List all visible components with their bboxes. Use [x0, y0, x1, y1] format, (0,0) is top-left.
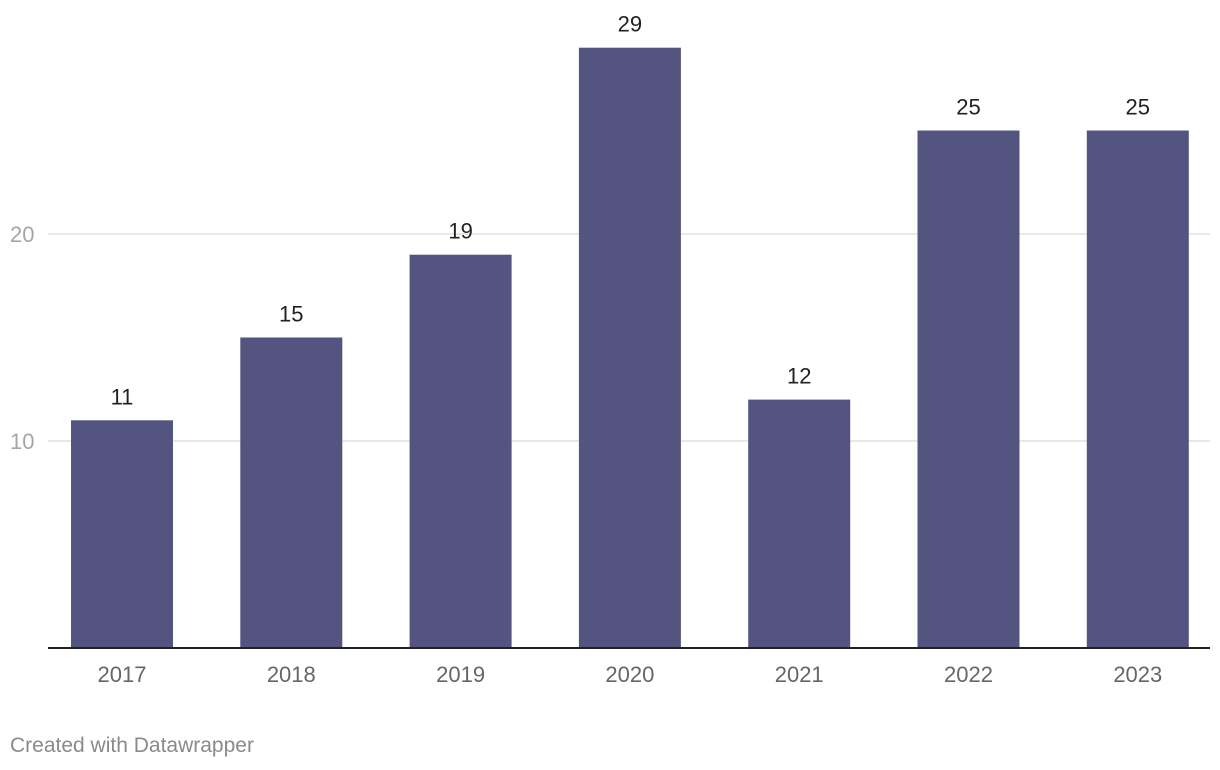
chart-canvas: 10 20 2017 2018 2019 2020 2021 2022 2023 11 15 19…	[10, 12, 1210, 687]
x-tick-label: 2022	[944, 662, 993, 687]
data-label: 19	[448, 219, 472, 244]
bar-2023	[1086, 130, 1189, 648]
axes: 2017 2018 2019 2020 2021 2022 2023	[48, 647, 1210, 687]
bar-2021	[748, 399, 851, 648]
y-tick-label: 20	[10, 222, 34, 247]
credit-text: Created with Datawrapper	[10, 734, 254, 757]
x-tick-label: 2020	[605, 662, 654, 687]
data-label: 25	[956, 95, 980, 120]
bar-2022	[917, 130, 1020, 648]
bar-2019	[409, 254, 512, 648]
y-tick-label: 10	[10, 429, 34, 454]
x-tick-label: 2023	[1113, 662, 1162, 687]
data-labels: 11 15 19 29 12 25 25	[111, 12, 1150, 410]
data-label: 29	[618, 12, 642, 37]
data-label: 12	[787, 364, 811, 389]
data-label: 25	[1126, 95, 1150, 120]
bar-2018	[240, 337, 343, 648]
data-label: 11	[111, 384, 134, 409]
bars	[71, 47, 1189, 648]
data-label: 15	[279, 302, 303, 327]
x-tick-label: 2017	[98, 662, 147, 687]
bar-2017	[71, 420, 173, 648]
x-tick-label: 2021	[775, 662, 824, 687]
x-tick-label: 2018	[267, 662, 316, 687]
bar-2020	[578, 47, 681, 648]
bar-chart: 10 20 2017 2018 2019 2020 2021 2022 2023 11 15 19…	[10, 12, 1210, 687]
x-tick-label: 2019	[436, 662, 485, 687]
